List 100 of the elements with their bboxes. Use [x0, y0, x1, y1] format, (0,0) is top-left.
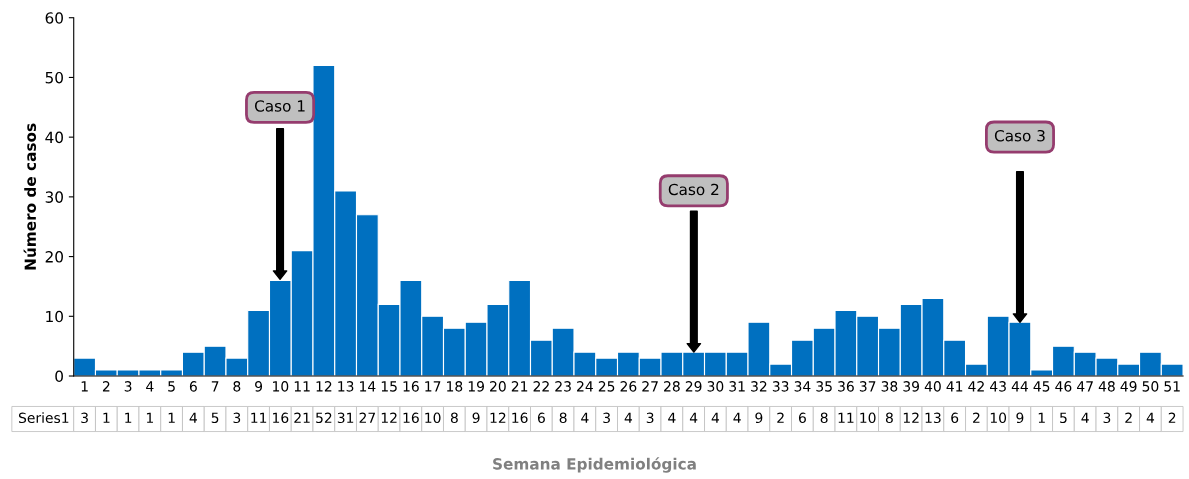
- x-tick-label: 28: [664, 381, 680, 392]
- data-label: 2: [973, 412, 980, 423]
- x-tick-label: 50: [1142, 381, 1159, 392]
- x-tick-label: 35: [816, 381, 832, 392]
- x-tick-label: 27: [642, 381, 658, 392]
- data-label: 8: [885, 412, 893, 424]
- data-label: 21: [294, 412, 310, 423]
- data-label: 6: [951, 412, 959, 424]
- x-tick-label: 42: [968, 381, 984, 392]
- x-tick-label: 40: [924, 381, 941, 392]
- x-tick-label: 3: [124, 381, 132, 392]
- x-tick-label: 48: [1098, 381, 1115, 392]
- x-tick-label: 13: [338, 381, 354, 392]
- data-label: 1: [103, 412, 110, 423]
- data-label: 4: [1081, 412, 1089, 423]
- x-tick-label: 9: [255, 381, 263, 392]
- x-tick-label: 39: [903, 381, 920, 392]
- x-tick-label: 22: [533, 381, 549, 392]
- y-tick-label: 50: [45, 71, 63, 84]
- x-tick-label: 30: [707, 381, 724, 392]
- x-tick-label: 36: [838, 381, 854, 392]
- y-axis-title: Número de casos: [23, 123, 37, 270]
- x-tick-label: 45: [1033, 381, 1050, 392]
- data-label: 4: [581, 412, 589, 423]
- x-tick-label: 5: [168, 381, 175, 392]
- data-label: 8: [450, 412, 458, 424]
- annotation: Caso 2: [668, 183, 719, 196]
- x-tick-label: 1: [81, 381, 88, 392]
- x-tick-label: 2: [102, 381, 110, 392]
- data-label: 6: [798, 412, 806, 424]
- data-label: 4: [1146, 412, 1155, 423]
- data-label: 4: [733, 412, 741, 423]
- x-tick-label: 32: [751, 381, 767, 392]
- x-tick-label: 25: [598, 381, 615, 392]
- x-tick-label: 11: [294, 381, 310, 392]
- x-tick-label: 24: [577, 381, 593, 392]
- data-label: 1: [146, 412, 153, 423]
- data-label: 4: [668, 412, 676, 423]
- data-label: 3: [1103, 412, 1111, 424]
- data-label: 3: [646, 412, 654, 424]
- x-tick-label: 38: [881, 381, 898, 392]
- y-tick-label: 60: [45, 12, 63, 24]
- data-label: 1: [168, 412, 175, 423]
- x-tick-label: 14: [360, 381, 376, 392]
- x-tick-label: 6: [189, 381, 197, 392]
- data-label: 31: [337, 412, 354, 424]
- data-label: 16: [512, 412, 528, 424]
- x-tick-label: 37: [859, 381, 876, 392]
- annotation: Caso 3: [994, 129, 1045, 142]
- data-label: 16: [273, 412, 289, 424]
- y-tick-label: 0: [55, 370, 63, 383]
- y-tick-label: 40: [45, 131, 63, 144]
- x-tick-label: 46: [1055, 381, 1072, 392]
- y-tick-label: 10: [46, 310, 63, 323]
- data-label: 2: [1125, 412, 1132, 423]
- x-tick-label: 20: [490, 381, 506, 392]
- x-tick-label: 47: [1077, 381, 1093, 392]
- data-label: 8: [559, 412, 567, 424]
- data-label: 5: [1060, 412, 1067, 424]
- x-tick-label: 34: [794, 381, 811, 392]
- x-tick-label: 26: [620, 381, 637, 392]
- data-label: 9: [472, 412, 480, 424]
- x-tick-label: 4: [146, 381, 154, 392]
- data-label: 4: [189, 412, 197, 423]
- data-label: 1: [1038, 412, 1045, 423]
- x-tick-label: 31: [729, 381, 745, 392]
- data-label: 27: [359, 412, 376, 423]
- data-label: 6: [537, 412, 545, 424]
- data-label: 4: [689, 412, 698, 423]
- x-tick-label: 33: [772, 381, 789, 392]
- x-tick-label: 19: [468, 381, 484, 392]
- x-tick-label: 12: [316, 381, 332, 392]
- y-tick-label: 20: [45, 251, 63, 263]
- x-tick-label: 18: [447, 381, 463, 392]
- data-label: 4: [624, 412, 633, 423]
- data-label: 11: [838, 412, 854, 423]
- data-label: 2: [777, 412, 784, 423]
- data-label: 12: [903, 412, 919, 423]
- data-label: 4: [711, 412, 720, 423]
- x-tick-label: 29: [685, 381, 702, 392]
- data-label: 9: [755, 412, 763, 424]
- data-label: 1: [125, 412, 132, 423]
- data-label: 10: [425, 412, 441, 424]
- data-label: 11: [251, 412, 267, 423]
- data-label: 16: [403, 412, 419, 424]
- data-label: 3: [81, 412, 88, 424]
- data-label: 3: [233, 412, 241, 424]
- data-label: 10: [860, 412, 876, 424]
- x-tick-label: 10: [273, 381, 289, 392]
- x-tick-label: 8: [233, 381, 241, 392]
- data-label: 52: [316, 412, 332, 424]
- y-tick-label: 30: [45, 191, 63, 203]
- data-label: 2: [1168, 412, 1176, 423]
- annotation: Caso 1: [254, 100, 305, 112]
- data-label: 10: [990, 412, 1007, 424]
- x-tick-label: 7: [211, 381, 219, 392]
- data-label: 5: [211, 412, 219, 424]
- x-tick-label: 41: [946, 381, 963, 392]
- data-label: 12: [490, 412, 506, 423]
- x-tick-label: 17: [425, 381, 441, 392]
